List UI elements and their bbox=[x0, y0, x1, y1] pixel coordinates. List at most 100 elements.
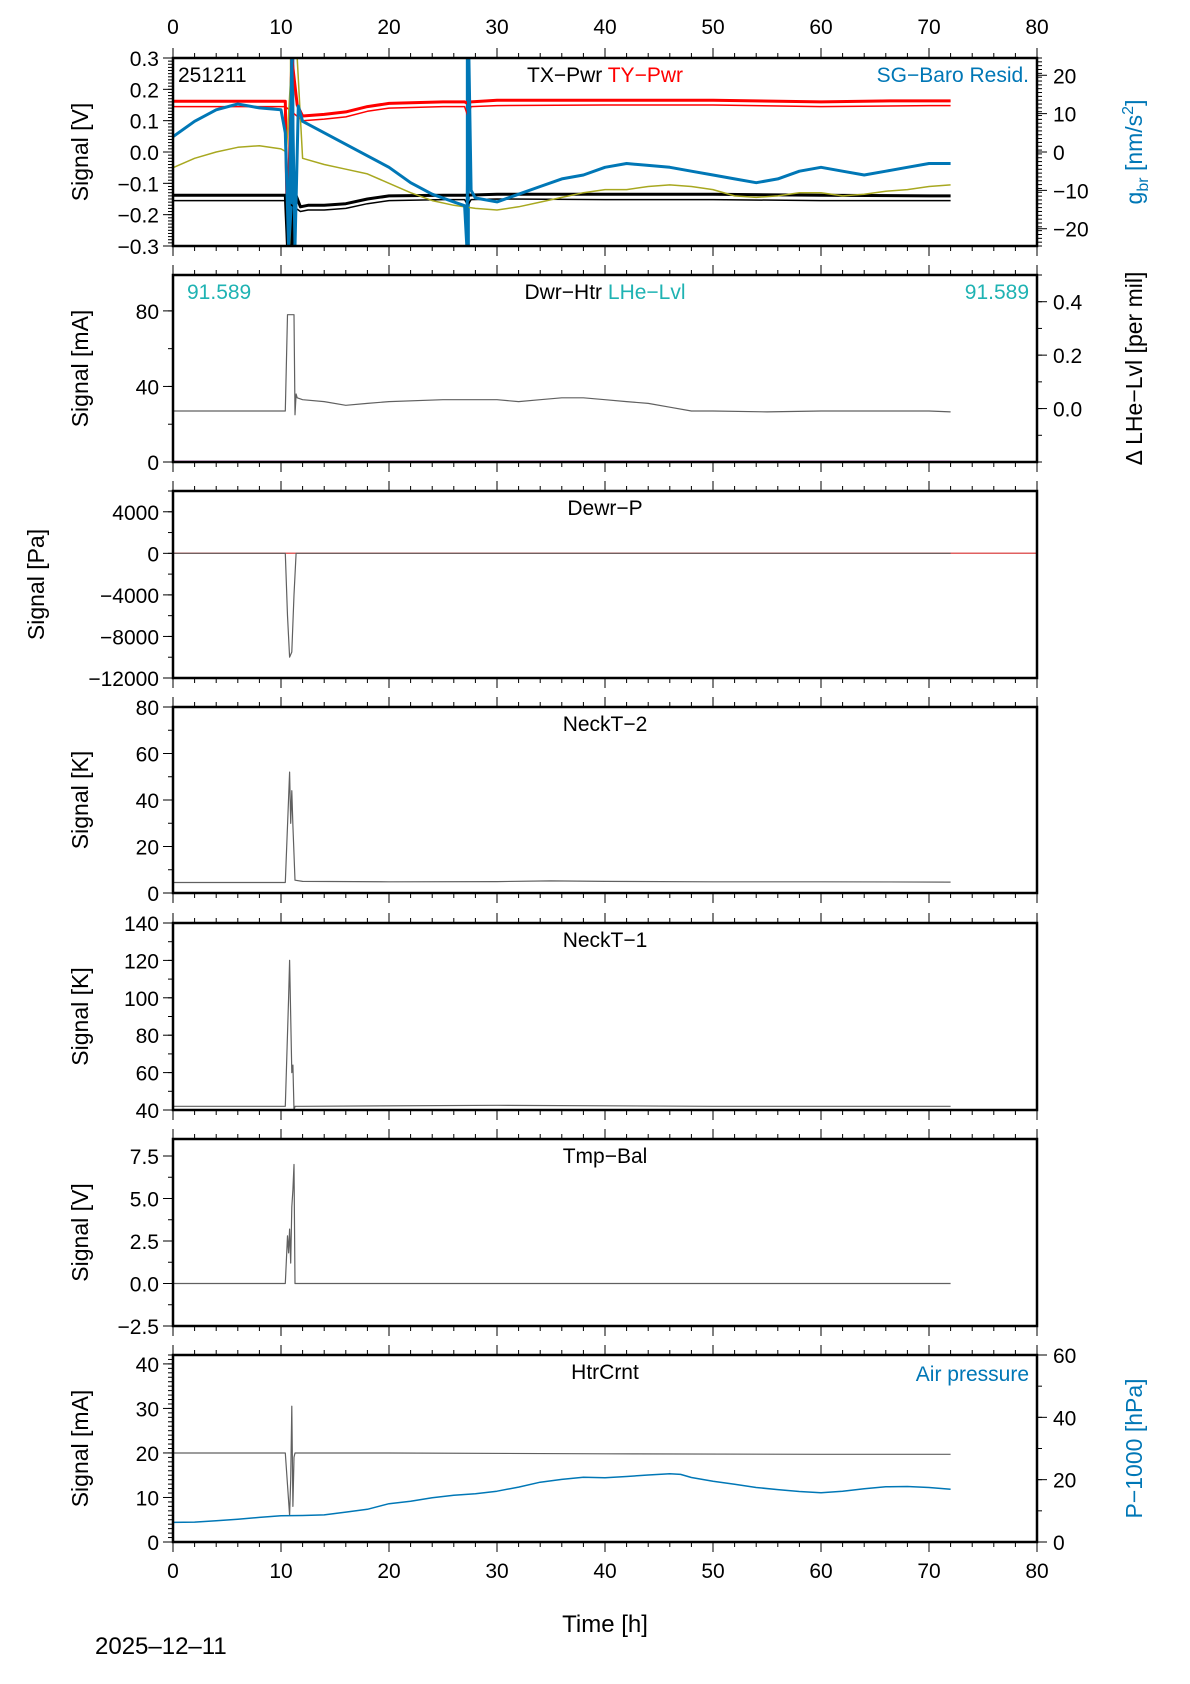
y-tick-label: 0 bbox=[147, 543, 159, 566]
bottom-x-tick-label: 70 bbox=[917, 1560, 940, 1583]
panel-tx-ty-pwr: 0.3 0.2 0.1 0.0 −0.1 −0.2 −0.3 Signal [V] 20 10 0 −… bbox=[67, 48, 1152, 259]
panel-neckt-2: 80 60 40 20 0 Signal [K] NeckT−2 bbox=[67, 697, 1039, 906]
y-tick-label: 0.0 bbox=[130, 142, 159, 165]
right-y-tick-label: 10 bbox=[1053, 104, 1076, 127]
bottom-x-tick-label: 30 bbox=[485, 1560, 508, 1583]
panel-title: Dwr−Htr LHe−Lvl bbox=[524, 281, 685, 304]
series-group bbox=[173, 552, 1037, 658]
right-y-tick-label: −20 bbox=[1053, 219, 1089, 242]
series-group bbox=[173, 58, 951, 246]
right-y-tick-label: 20 bbox=[1053, 1470, 1076, 1493]
y-tick-label: 0.1 bbox=[130, 111, 159, 134]
right-y-axis-label-part: br bbox=[1135, 177, 1152, 192]
bottom-x-tick-label: 80 bbox=[1025, 1560, 1048, 1583]
y-tick-label: 5.0 bbox=[130, 1189, 159, 1212]
series-group bbox=[173, 959, 951, 1110]
y-tick-label: 2.5 bbox=[130, 1231, 159, 1254]
right-y-axis-label: Δ LHe−Lvl [per mil] bbox=[1121, 272, 1147, 466]
y-axis-label: Signal [mA] bbox=[67, 310, 93, 428]
panel-right-label: SG−Baro Resid. bbox=[877, 64, 1029, 87]
y-axis-label: Signal [V] bbox=[67, 1183, 93, 1281]
right-y-axis-label: gbr [nm/s2] bbox=[1120, 100, 1152, 205]
panel-title-part: LHe−Lvl bbox=[608, 281, 686, 304]
top-x-tick-label: 30 bbox=[485, 16, 508, 39]
y-tick-label: 10 bbox=[136, 1487, 159, 1510]
panel-title: NeckT−1 bbox=[563, 929, 648, 952]
top-x-tick-label: 70 bbox=[917, 16, 940, 39]
panel-right-label: Air pressure bbox=[916, 1363, 1029, 1386]
right-y-tick-label: 60 bbox=[1053, 1345, 1076, 1368]
y-tick-label: 20 bbox=[136, 837, 159, 860]
series-line-tx-pwr-lower bbox=[173, 198, 951, 213]
y-axis-label: Signal [V] bbox=[67, 103, 93, 201]
panel-title-part: Tmp−Bal bbox=[563, 1145, 648, 1168]
panel-dwr-htr: 80 40 0 Signal [mA] 0.4 0.2 0.0 Δ LHe−Lvl [per … bbox=[67, 265, 1147, 475]
panel-left-label: 251211 bbox=[178, 64, 247, 87]
panel-title: TX−Pwr TY−Pwr bbox=[527, 64, 683, 87]
panel-title-part: NeckT−2 bbox=[563, 713, 648, 736]
y-tick-label: 0.2 bbox=[130, 79, 159, 102]
y-tick-label: 80 bbox=[136, 697, 159, 720]
y-tick-label: −0.3 bbox=[118, 236, 159, 259]
bottom-x-tick-label: 10 bbox=[269, 1560, 292, 1583]
y-tick-label: 0 bbox=[147, 883, 159, 906]
series-line-neckt-2 bbox=[173, 771, 951, 884]
right-y-tick-label: −10 bbox=[1053, 180, 1089, 203]
y-tick-label: 30 bbox=[136, 1398, 159, 1421]
panel-title: Dewr−P bbox=[567, 497, 642, 520]
right-y-tick-label: 0 bbox=[1053, 142, 1065, 165]
series-line-ty-pwr-lower bbox=[173, 104, 951, 122]
y-tick-label: 140 bbox=[124, 913, 159, 936]
panel-title-part: HtrCrnt bbox=[571, 1361, 639, 1384]
y-tick-label: 0 bbox=[147, 1532, 159, 1555]
series-line-air-pressure bbox=[173, 1472, 951, 1524]
series-group bbox=[173, 771, 951, 884]
y-tick-label: 80 bbox=[136, 1025, 159, 1048]
y-tick-label: 4000 bbox=[112, 502, 159, 525]
y-axis-label: Signal [K] bbox=[67, 751, 93, 849]
series-line-tmp-bal bbox=[173, 1163, 951, 1285]
y-tick-label: 0.0 bbox=[130, 1274, 159, 1297]
panel-title-part: NeckT−1 bbox=[563, 929, 648, 952]
y-tick-label: 100 bbox=[124, 988, 159, 1011]
top-x-tick-label: 50 bbox=[701, 16, 724, 39]
top-x-tick-label: 20 bbox=[377, 16, 400, 39]
y-tick-label: 40 bbox=[136, 1100, 159, 1123]
y-tick-label: 40 bbox=[136, 1354, 159, 1377]
bottom-x-tick-label: 20 bbox=[377, 1560, 400, 1583]
y-axis-label: Signal [Pa] bbox=[23, 529, 49, 640]
y-tick-label: −4000 bbox=[100, 585, 159, 608]
bottom-x-tick-label: 60 bbox=[809, 1560, 832, 1583]
panel-left-label: 91.589 bbox=[187, 281, 251, 304]
y-tick-label: 60 bbox=[136, 1063, 159, 1086]
right-y-axis-label: P−1000 [hPa] bbox=[1121, 1378, 1147, 1518]
right-y-tick-label: 0.0 bbox=[1053, 399, 1082, 422]
series-line-dewr-p bbox=[173, 552, 951, 658]
y-tick-label: 120 bbox=[124, 950, 159, 973]
y-tick-label: 0.3 bbox=[130, 48, 159, 71]
y-tick-label: −2.5 bbox=[118, 1316, 159, 1339]
y-tick-label: −8000 bbox=[100, 626, 159, 649]
right-y-tick-label: 0.4 bbox=[1053, 292, 1083, 315]
right-y-axis-label-part: 2 bbox=[1120, 106, 1137, 115]
right-y-tick-label: 0 bbox=[1053, 1532, 1065, 1555]
panel-title: NeckT−2 bbox=[563, 713, 648, 736]
series-line-tx-pwr-upper bbox=[173, 191, 951, 246]
series-line-olive-trace bbox=[173, 58, 951, 211]
panel-right-label: 91.589 bbox=[965, 281, 1029, 304]
y-tick-label: 40 bbox=[136, 376, 159, 399]
top-x-axis: 0 10 20 30 40 50 60 70 80 bbox=[167, 16, 1049, 39]
panel-neckt-1: 140 120 100 80 60 40 Signal [K] NeckT−1 bbox=[67, 913, 1039, 1123]
series-line-dwr-htr bbox=[173, 314, 951, 416]
y-tick-label: 60 bbox=[136, 744, 159, 767]
y-tick-label: 0 bbox=[147, 452, 159, 475]
y-tick-label: 7.5 bbox=[130, 1146, 159, 1169]
panel-title-part: TY−Pwr bbox=[608, 64, 683, 87]
series-line-htrcrnt bbox=[173, 1405, 951, 1516]
right-y-tick-label: 20 bbox=[1053, 65, 1076, 88]
top-x-tick-label: 60 bbox=[809, 16, 832, 39]
y-tick-label: 80 bbox=[136, 301, 159, 324]
series-group bbox=[173, 1163, 951, 1285]
